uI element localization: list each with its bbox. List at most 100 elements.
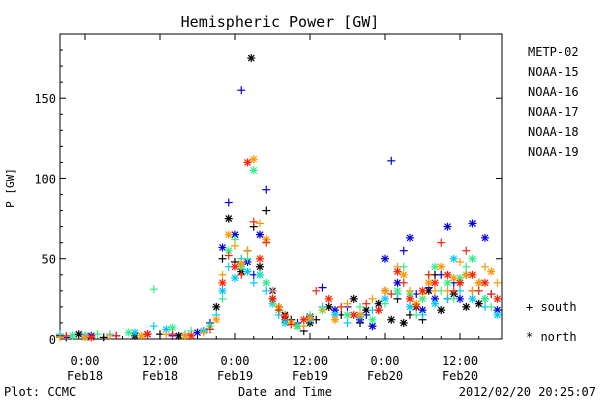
data-point-north bbox=[68, 331, 77, 340]
data-point-north bbox=[468, 254, 477, 263]
data-point-south bbox=[481, 262, 489, 271]
legend-item: NOAA-19 bbox=[528, 145, 579, 159]
x-tick-date: Feb18 bbox=[142, 369, 178, 383]
data-point-south bbox=[149, 322, 158, 331]
data-point-north bbox=[456, 278, 464, 287]
data-point-north bbox=[443, 270, 452, 279]
data-point-south bbox=[356, 302, 364, 311]
data-point-north bbox=[462, 302, 471, 311]
data-point-south bbox=[412, 302, 421, 311]
data-point-south bbox=[343, 318, 352, 327]
data-point-south bbox=[231, 241, 239, 250]
data-point-south bbox=[56, 333, 64, 342]
x-tick-time: 0:00 bbox=[371, 354, 400, 368]
data-point-north bbox=[218, 286, 227, 295]
data-point-south bbox=[62, 331, 71, 340]
data-point-north bbox=[243, 158, 252, 167]
footer-timestamp: 2012/02/20 20:25:07 bbox=[459, 385, 596, 399]
data-point-north bbox=[399, 270, 408, 279]
data-point-south bbox=[312, 286, 321, 295]
legend-item: NOAA-17 bbox=[528, 105, 579, 119]
footer-credit: Plot: CCMC bbox=[4, 385, 76, 399]
data-point-north bbox=[449, 274, 458, 282]
data-point-north bbox=[487, 267, 496, 276]
data-point-north bbox=[247, 54, 256, 63]
data-point-south bbox=[256, 219, 264, 228]
data-point-south bbox=[218, 294, 227, 303]
data-point-north bbox=[381, 286, 389, 295]
data-point-south bbox=[487, 302, 496, 311]
data-point-north bbox=[481, 278, 489, 287]
hemisphere-legend-item: * north bbox=[526, 330, 577, 344]
x-tick-date: Feb19 bbox=[292, 369, 328, 383]
data-point-south bbox=[406, 286, 414, 295]
data-point-south bbox=[249, 217, 258, 226]
data-point-north bbox=[468, 294, 477, 303]
data-point-south bbox=[262, 185, 271, 194]
data-points bbox=[56, 54, 502, 342]
data-point-north bbox=[481, 233, 489, 242]
data-point-north bbox=[137, 331, 146, 340]
data-point-south bbox=[256, 270, 264, 279]
data-point-south bbox=[493, 278, 502, 287]
data-point-north bbox=[324, 294, 333, 303]
data-point-south bbox=[381, 299, 389, 308]
data-point-south bbox=[224, 251, 233, 260]
x-tick-time: 12:00 bbox=[142, 354, 178, 368]
data-point-north bbox=[218, 278, 227, 287]
data-point-north bbox=[74, 330, 83, 339]
data-point-south bbox=[387, 156, 396, 165]
data-point-north bbox=[256, 254, 264, 263]
data-point-north bbox=[349, 294, 358, 303]
data-point-north bbox=[124, 328, 133, 337]
data-point-south bbox=[399, 278, 408, 287]
x-tick-time: 12:00 bbox=[292, 354, 328, 368]
data-point-north bbox=[393, 267, 402, 276]
data-point-south bbox=[149, 285, 158, 294]
data-point-north bbox=[437, 262, 446, 271]
y-axis: 0 50 100 150 bbox=[34, 49, 502, 347]
data-point-north bbox=[212, 302, 221, 311]
data-point-north bbox=[418, 294, 427, 303]
x-tick-date: Feb18 bbox=[67, 369, 103, 383]
data-point-south bbox=[243, 254, 252, 263]
data-point-north bbox=[224, 246, 233, 255]
y-tick-label: 0 bbox=[49, 333, 56, 347]
legend: METP-02 NOAA-15 NOAA-16 NOAA-17 NOAA-18 NOAA-… bbox=[528, 45, 579, 159]
data-point-south bbox=[368, 294, 377, 303]
data-point-south bbox=[168, 330, 177, 339]
data-point-north bbox=[256, 262, 264, 271]
data-point-south bbox=[237, 270, 246, 279]
data-point-north bbox=[262, 278, 271, 287]
data-point-north bbox=[268, 294, 277, 303]
data-point-north bbox=[456, 294, 464, 303]
x-axis-label: Date and Time bbox=[238, 385, 332, 399]
hemisphere-legend-item: + south bbox=[526, 300, 577, 314]
data-point-south bbox=[462, 262, 471, 271]
data-point-north bbox=[424, 278, 433, 287]
data-point-north bbox=[493, 310, 502, 319]
y-tick-label: 50 bbox=[42, 253, 56, 267]
data-point-south bbox=[474, 286, 483, 295]
data-point-south bbox=[318, 306, 327, 315]
data-point-north bbox=[143, 330, 152, 339]
data-point-south bbox=[287, 320, 296, 329]
data-point-south bbox=[337, 302, 346, 311]
x-tick-time: 12:00 bbox=[442, 354, 478, 368]
data-point-south bbox=[206, 325, 214, 334]
y-axis-label: P [GW] bbox=[4, 168, 17, 208]
data-point-south bbox=[218, 254, 227, 263]
data-point-north bbox=[187, 331, 196, 340]
data-point-north bbox=[399, 318, 408, 327]
hemisphere-legend: + south * north bbox=[526, 300, 577, 344]
data-point-south bbox=[199, 328, 208, 337]
data-point-north bbox=[231, 262, 239, 271]
data-point-north bbox=[493, 294, 502, 303]
data-point-south bbox=[112, 331, 121, 340]
data-point-south bbox=[343, 299, 352, 308]
data-point-north bbox=[224, 230, 233, 239]
data-point-south bbox=[218, 270, 227, 279]
data-point-north bbox=[324, 302, 333, 311]
data-point-south bbox=[318, 283, 327, 292]
legend-item: NOAA-16 bbox=[528, 85, 579, 99]
